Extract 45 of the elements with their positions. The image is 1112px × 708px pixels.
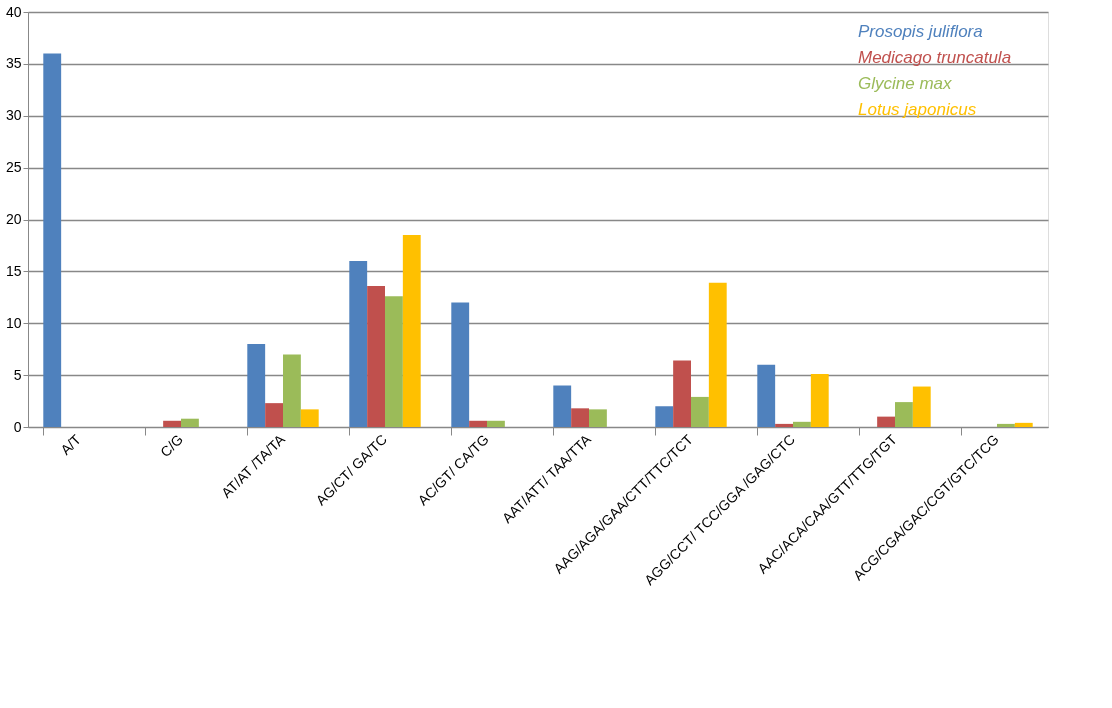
y-tick-label: 35 — [5, 55, 22, 72]
bar — [181, 418, 199, 427]
text: Glycine max — [858, 74, 953, 93]
bar — [1014, 422, 1033, 427]
bar — [912, 386, 931, 427]
bar — [349, 261, 368, 427]
bar — [895, 402, 913, 427]
bar — [385, 296, 403, 427]
text: Lotus japonicus — [858, 100, 977, 119]
bar — [43, 53, 62, 427]
y-tick-label: 30 — [5, 107, 22, 124]
bar — [655, 406, 674, 427]
bar — [553, 385, 572, 427]
bar — [793, 421, 811, 427]
x-tick-label: C/G — [157, 431, 186, 461]
y-tick-label: 15 — [5, 262, 22, 279]
y-tick-label: 25 — [5, 159, 22, 176]
bar — [402, 235, 421, 427]
y-tick-label: 20 — [5, 211, 22, 227]
bar — [571, 408, 589, 427]
bar — [451, 302, 470, 427]
bar — [300, 409, 319, 427]
text: Prosopis juliflora — [858, 22, 983, 41]
y-tick-label: 0 — [13, 418, 22, 435]
bar — [469, 420, 487, 427]
bar — [810, 374, 829, 427]
bar — [367, 285, 385, 427]
bar — [691, 396, 709, 427]
bar — [673, 360, 691, 427]
bar — [877, 416, 895, 427]
bar — [247, 344, 266, 427]
bar — [589, 409, 607, 427]
bar — [163, 420, 181, 427]
bar — [997, 423, 1015, 427]
x-tick-label: A/T — [57, 430, 85, 458]
bar — [283, 354, 301, 427]
bar — [708, 282, 727, 427]
bar — [757, 364, 776, 427]
text: Medicago truncatula — [858, 48, 1012, 67]
bar — [265, 403, 283, 427]
bar — [775, 423, 793, 427]
y-tick-label: 5 — [13, 366, 22, 383]
bar — [487, 420, 505, 427]
y-tick-label: 40 — [5, 3, 22, 20]
y-tick-label: 10 — [5, 314, 22, 331]
